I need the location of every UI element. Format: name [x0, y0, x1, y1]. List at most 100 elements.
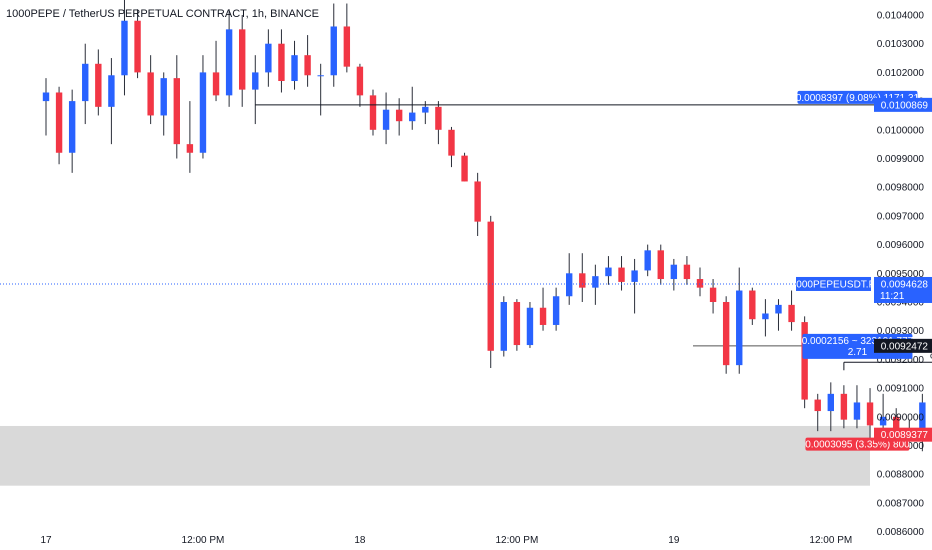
candle-body[interactable] [879, 416, 887, 426]
candle-body[interactable] [853, 402, 861, 420]
candle-body[interactable] [487, 221, 494, 351]
candle-body[interactable] [801, 322, 808, 400]
candle-body[interactable] [68, 101, 76, 153]
candle-body[interactable] [330, 26, 337, 76]
candle-body[interactable] [500, 302, 507, 351]
candle-body[interactable] [592, 276, 599, 288]
candle-body[interactable] [762, 313, 769, 320]
symbol-tag-bg [796, 276, 871, 291]
candle-body[interactable] [225, 29, 233, 96]
candle-body[interactable] [893, 416, 900, 429]
candle-body[interactable] [369, 95, 377, 130]
price-tick-label: 0.0096000 [877, 240, 925, 251]
candle-body[interactable] [395, 109, 403, 122]
candle-body[interactable] [382, 109, 390, 130]
candle-body[interactable] [775, 304, 782, 314]
current-price-text: 0.0094628 [881, 279, 929, 290]
candle-body[interactable] [422, 106, 429, 113]
candle-body[interactable] [670, 264, 678, 280]
candle-body[interactable] [121, 20, 128, 76]
candle-body[interactable] [435, 106, 442, 130]
price-tag: 0.0100869 [874, 97, 932, 112]
candle-body[interactable] [605, 267, 612, 277]
candle-body[interactable] [631, 270, 638, 282]
demand-zone [0, 425, 870, 486]
candle-body[interactable] [513, 302, 521, 346]
candle-body[interactable] [448, 129, 455, 156]
chart-title: 1000PEPE / TetherUS PERPETUAL CONTRACT, … [6, 8, 320, 20]
time-tick-label: 12:00 PM [809, 535, 852, 546]
price-tick-label: 0.0092000 [877, 355, 925, 366]
candle-body[interactable] [644, 250, 651, 271]
time-tick-label: 12:00 PM [495, 535, 538, 546]
choch-label: choch [930, 350, 932, 360]
price-tick-label: 0.0100000 [877, 125, 925, 136]
candle-body[interactable] [683, 264, 691, 280]
time-tick-label: 17 [40, 535, 52, 546]
candle-body[interactable] [866, 402, 874, 426]
candle-body[interactable] [461, 155, 468, 182]
candle-body[interactable] [709, 287, 717, 302]
price-tick-label: 0.0099000 [877, 154, 925, 165]
candle-body[interactable] [526, 307, 534, 346]
overlays-layer: choch [0, 104, 932, 371]
price-tags-layer: 0.0008397 (9.08%) 1171.31 0.0002156 ~ 323… [791, 90, 932, 451]
candle-body[interactable] [474, 181, 481, 222]
candle-body[interactable] [291, 55, 298, 82]
price-tick-label: 0.0090000 [877, 412, 925, 423]
candle-body[interactable] [749, 290, 756, 320]
candle-body[interactable] [199, 72, 207, 153]
price-tick-label: 0.0102000 [877, 68, 925, 79]
candle-body[interactable] [552, 296, 560, 325]
candle-body[interactable] [317, 75, 324, 77]
target-label-text: 0.0008397 (9.08%) 1171.31 [796, 93, 920, 104]
candle-body[interactable] [579, 273, 586, 288]
candle-body[interactable] [134, 20, 141, 73]
candle-body[interactable] [409, 112, 416, 122]
candle-body[interactable] [566, 273, 573, 297]
price-tick-label: 0.0091000 [877, 384, 925, 395]
candle-body[interactable] [160, 78, 167, 116]
candle-body[interactable] [657, 250, 664, 280]
current-price-bg [874, 276, 932, 303]
price-tick-label: 0.0094000 [877, 298, 925, 309]
candle-body[interactable] [618, 267, 625, 282]
candle-body[interactable] [788, 304, 795, 323]
candle-body[interactable] [265, 43, 272, 73]
candle-body[interactable] [356, 66, 364, 96]
price-tag-text: 0.0092472 [881, 341, 929, 352]
entry-label-text: 2.71 [848, 347, 868, 358]
candle-body[interactable] [95, 63, 102, 107]
candle-body[interactable] [278, 43, 285, 82]
candle-body[interactable] [147, 72, 154, 116]
candle-body[interactable] [304, 55, 311, 76]
candle-body[interactable] [108, 75, 115, 107]
candle-body[interactable] [840, 393, 848, 420]
price-axis: 0.01040000.01030000.01020000.01010000.01… [877, 11, 925, 539]
candle-body[interactable] [186, 144, 194, 153]
candle-body[interactable] [252, 72, 259, 90]
price-tick-label: 0.0097000 [877, 211, 925, 222]
candle-body[interactable] [736, 290, 743, 366]
price-tag-text: 0.0100869 [881, 100, 929, 111]
candle-body[interactable] [539, 307, 547, 325]
symbol-tag-text: 1000PEPEUSDT.P [791, 279, 876, 290]
candle-body[interactable] [343, 26, 351, 67]
candle-body[interactable] [239, 29, 246, 90]
candle-body[interactable] [722, 302, 730, 366]
candle-body[interactable] [55, 92, 63, 153]
candle-body[interactable] [919, 402, 926, 435]
candle-body[interactable] [696, 279, 704, 288]
candle-body[interactable] [42, 92, 50, 102]
price-tick-label: 0.0088000 [877, 470, 925, 481]
countdown-text: 11:21 [880, 291, 905, 302]
candle-body[interactable] [827, 393, 834, 412]
price-tick-label: 0.0103000 [877, 39, 925, 50]
candle-body[interactable] [814, 399, 821, 412]
candle-body[interactable] [173, 78, 180, 145]
price-tag: 0.0089377 [874, 427, 932, 442]
candle-body[interactable] [82, 63, 89, 102]
candle-body[interactable] [212, 72, 220, 96]
